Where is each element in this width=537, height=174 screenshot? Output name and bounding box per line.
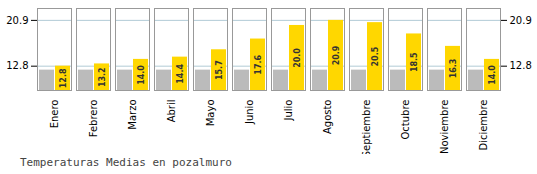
svg-text:14.0: 14.0	[488, 65, 497, 85]
svg-text:16.3: 16.3	[449, 59, 458, 79]
svg-text:12.8: 12.8	[59, 68, 68, 88]
svg-text:Octubre: Octubre	[400, 100, 411, 140]
svg-text:Septiembre: Septiembre	[361, 100, 372, 155]
html-text:Temperaturas Medias en pozalmu: Temperaturas Medias en pozalmuro	[20, 156, 232, 169]
svg-text:Agosto: Agosto	[322, 100, 333, 135]
svg-text:14.4: 14.4	[176, 64, 185, 84]
svg-text:20.0: 20.0	[293, 48, 302, 68]
svg-text:Junio: Junio	[244, 100, 255, 126]
svg-text:20.9: 20.9	[6, 15, 28, 26]
svg-text:Noviembre: Noviembre	[439, 100, 450, 155]
svg-text:12.8: 12.8	[6, 60, 28, 71]
svg-text:Mayo: Mayo	[205, 100, 216, 127]
svg-text:20.5: 20.5	[371, 46, 380, 66]
svg-text:12.8: 12.8	[510, 60, 532, 71]
svg-text:14.0: 14.0	[137, 65, 146, 85]
svg-text:18.5: 18.5	[410, 52, 419, 72]
svg-text:Julio: Julio	[283, 100, 294, 122]
svg-text:Marzo: Marzo	[127, 100, 138, 130]
svg-text:Abril: Abril	[166, 100, 177, 123]
svg-text:Diciembre: Diciembre	[478, 100, 489, 151]
svg-text:Febrero: Febrero	[88, 100, 99, 138]
svg-text:15.7: 15.7	[215, 60, 224, 80]
svg-text:Enero: Enero	[49, 100, 60, 129]
svg-text:13.2: 13.2	[98, 67, 107, 87]
svg-text:20.9: 20.9	[510, 15, 532, 26]
svg-text:20.9: 20.9	[332, 45, 341, 65]
svg-text:17.6: 17.6	[254, 54, 263, 74]
